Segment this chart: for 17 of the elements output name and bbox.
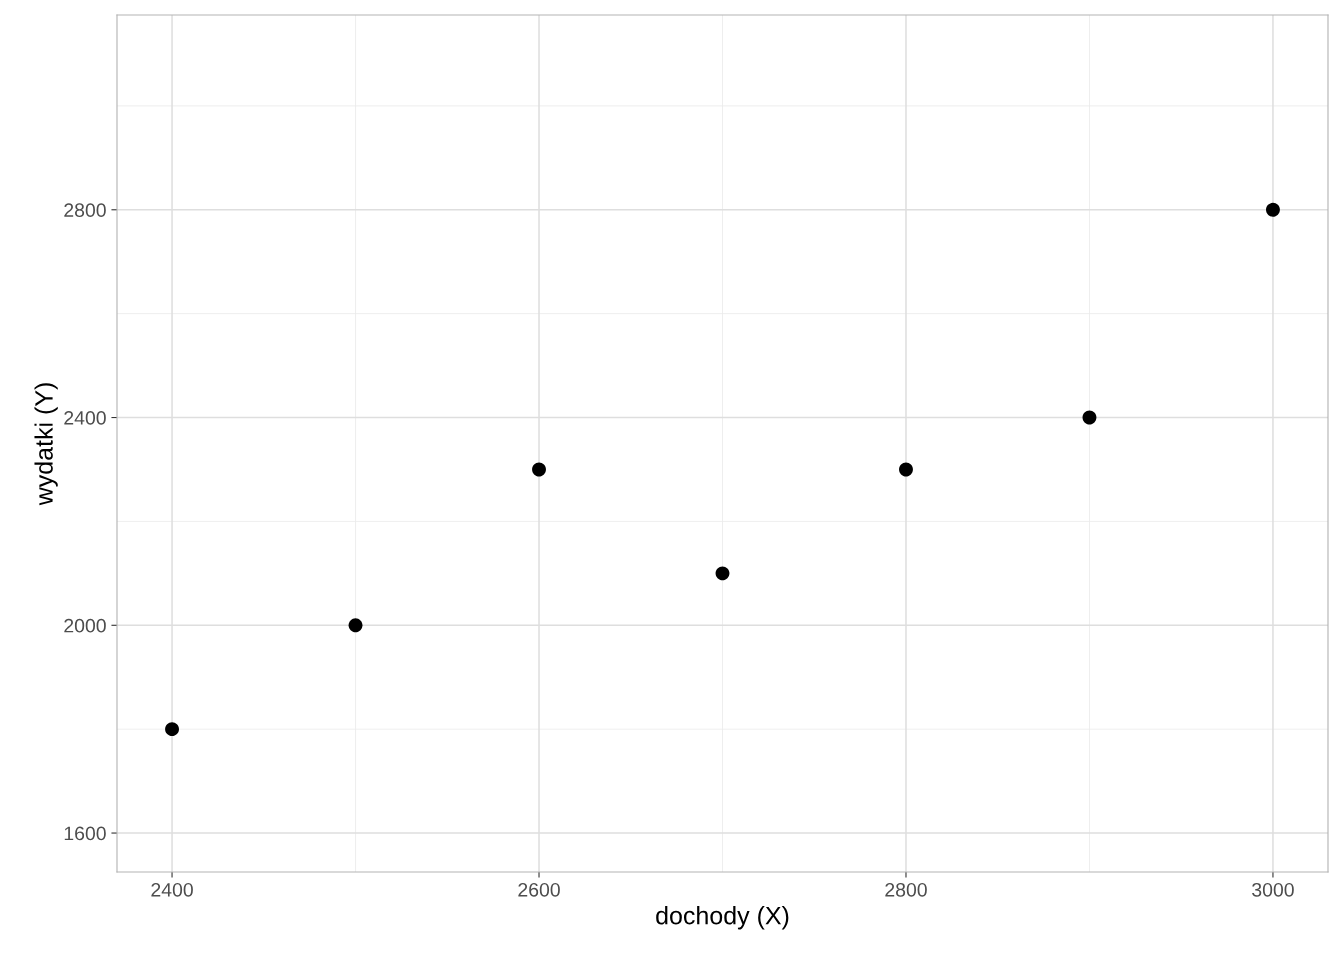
y-tick-label: 1600 [64, 826, 106, 841]
point [165, 722, 179, 737]
y-tick-label: 2400 [64, 411, 106, 425]
x-tick-label: 2400 [151, 882, 193, 897]
point [532, 462, 546, 477]
x-tick-label: 2800 [885, 882, 927, 897]
point [1082, 410, 1097, 425]
y-tick-label: 2800 [64, 203, 106, 218]
x-tick-label: 3000 [1252, 882, 1294, 897]
x-axis-title: dochody (X) [656, 906, 789, 930]
point [1266, 202, 1280, 217]
y-tick-label: 2000 [64, 618, 106, 633]
point [899, 462, 913, 477]
point [715, 566, 730, 581]
x-tick-label: 2600 [518, 882, 560, 897]
y-axis-title: wydatki (Y) [34, 383, 58, 506]
point [348, 618, 363, 633]
